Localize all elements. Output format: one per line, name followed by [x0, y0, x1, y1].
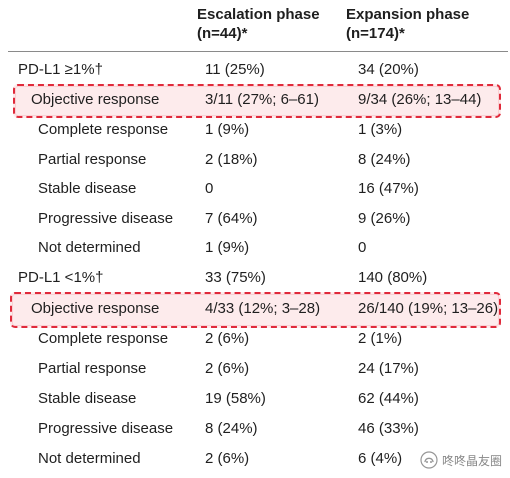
table-row: Complete response 1 (9%) 1 (3%) [0, 119, 510, 143]
escalation-header-line2: (n=44)* [197, 25, 248, 42]
table-row: Progressive disease 7 (64%) 9 (26%) [0, 208, 510, 232]
escalation-value: 2 (6%) [205, 330, 250, 347]
expansion-value: 1 (3%) [358, 121, 403, 138]
expansion-value: 34 (20%) [358, 61, 419, 78]
escalation-value: 2 (18%) [205, 151, 258, 168]
watermark: 咚咚晶友圈 [420, 449, 502, 471]
row-label: Progressive disease [38, 210, 174, 227]
expansion-value: 9/34 (26%; 13–44) [358, 91, 482, 108]
table-row: Stable disease 0 16 (47%) [0, 178, 510, 202]
section-title: PD-L1 <1%† [18, 269, 104, 286]
row-label: Partial response [38, 360, 147, 377]
table-row: Not determined 1 (9%) 0 [0, 237, 510, 261]
escalation-value: 2 (6%) [205, 450, 250, 467]
row-label: Objective response [31, 91, 160, 108]
expansion-value: 140 (80%) [358, 269, 428, 286]
table-row: Complete response 2 (6%) 2 (1%) [0, 328, 510, 352]
row-label: Not determined [38, 450, 141, 467]
table-row: Objective response 4/33 (12%; 3–28) 26/1… [0, 298, 510, 322]
escalation-header-line1: Escalation phase [197, 6, 320, 23]
expansion-value: 62 (44%) [358, 390, 419, 407]
table-row: Partial response 2 (18%) 8 (24%) [0, 149, 510, 173]
row-label: Partial response [38, 151, 147, 168]
wechat-channel-icon [420, 451, 438, 469]
expansion-value: 0 [358, 239, 367, 256]
table-row: Progressive disease 8 (24%) 46 (33%) [0, 418, 510, 442]
expansion-header-line1: Expansion phase [346, 6, 470, 23]
row-label: Complete response [38, 121, 169, 138]
expansion-value: 2 (1%) [358, 330, 403, 347]
expansion-value: 6 (4%) [358, 450, 403, 467]
section-title: PD-L1 ≥1%† [18, 61, 103, 78]
expansion-header-line2: (n=174)* [346, 25, 405, 42]
row-label: Not determined [38, 239, 141, 256]
highlight-box-objective-response-pdl1-negative [10, 292, 501, 328]
expansion-value: 16 (47%) [358, 180, 419, 197]
section-row-pdl1-positive: PD-L1 ≥1%† 11 (25%) 34 (20%) [0, 59, 510, 83]
row-label: Objective response [31, 300, 160, 317]
escalation-value: 8 (24%) [205, 420, 258, 437]
escalation-value: 2 (6%) [205, 360, 250, 377]
escalation-value: 7 (64%) [205, 210, 258, 227]
row-label: Stable disease [38, 390, 137, 407]
escalation-value: 0 [205, 180, 214, 197]
row-label: Progressive disease [38, 420, 174, 437]
highlight-box-objective-response-pdl1-positive [13, 84, 501, 118]
watermark-text: 咚咚晶友圈 [441, 453, 502, 468]
table-row: Stable disease 19 (58%) 62 (44%) [0, 388, 510, 412]
row-label: Complete response [38, 330, 169, 347]
escalation-value: 1 (9%) [205, 239, 250, 256]
row-label: Stable disease [38, 180, 137, 197]
escalation-value: 4/33 (12%; 3–28) [205, 300, 321, 317]
table-row: Partial response 2 (6%) 24 (17%) [0, 358, 510, 382]
section-row-pdl1-negative: PD-L1 <1%† 33 (75%) 140 (80%) [0, 267, 510, 291]
expansion-value: 8 (24%) [358, 151, 411, 168]
escalation-value: 19 (58%) [205, 390, 266, 407]
expansion-value: 26/140 (19%; 13–26) [358, 300, 499, 317]
table-row: Not determined 2 (6%) 6 (4%) [0, 448, 510, 472]
expansion-value: 46 (33%) [358, 420, 419, 437]
escalation-value: 11 (25%) [205, 61, 265, 78]
expansion-value: 24 (17%) [358, 360, 419, 377]
expansion-value: 9 (26%) [358, 210, 411, 227]
escalation-value: 1 (9%) [205, 121, 250, 138]
escalation-value: 3/11 (27%; 6–61) [205, 91, 319, 108]
header-divider [8, 51, 508, 52]
escalation-value: 33 (75%) [205, 269, 266, 286]
table-row: Objective response 3/11 (27%; 6–61) 9/34… [0, 89, 510, 113]
